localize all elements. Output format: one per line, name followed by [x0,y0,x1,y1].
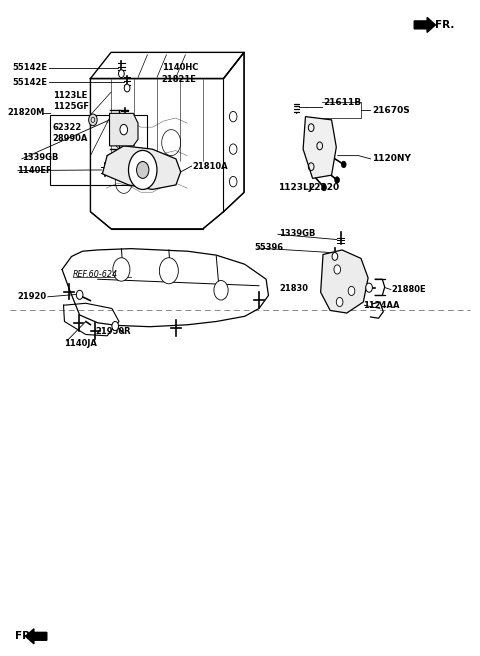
Circle shape [341,161,346,168]
Polygon shape [109,113,138,146]
Text: 55142E: 55142E [13,64,48,72]
Circle shape [335,176,339,183]
Circle shape [112,321,119,331]
Text: FR.: FR. [434,20,454,30]
Bar [50,115,147,185]
Text: 1123LE: 1123LE [53,91,87,100]
Text: 22320: 22320 [308,183,339,192]
Text: 1124AA: 1124AA [363,301,400,310]
Polygon shape [414,18,435,32]
Circle shape [322,184,326,191]
Text: 55396: 55396 [254,243,283,252]
Circle shape [89,114,97,126]
Text: FR.: FR. [14,631,34,642]
Polygon shape [102,146,180,190]
Circle shape [332,253,338,260]
Polygon shape [303,117,336,178]
Circle shape [76,290,83,299]
Polygon shape [321,250,368,313]
Text: 21611B: 21611B [323,98,361,107]
Polygon shape [25,629,47,644]
Text: 21810A: 21810A [192,161,228,171]
Circle shape [366,283,372,292]
Text: 1339GB: 1339GB [279,229,315,238]
Text: REF.60-624: REF.60-624 [73,270,118,279]
Circle shape [137,161,149,178]
Text: 21670S: 21670S [372,106,409,115]
Circle shape [119,70,124,77]
Text: 55142E: 55142E [13,78,48,87]
Text: 21880E: 21880E [392,285,426,294]
Text: 1140JA: 1140JA [64,339,97,348]
Text: 21820M: 21820M [8,108,45,117]
Circle shape [336,297,343,306]
Circle shape [348,287,355,295]
Text: 1339GB: 1339GB [22,153,58,162]
Text: 62322: 62322 [53,123,82,132]
Circle shape [120,125,128,135]
Circle shape [113,258,130,281]
Text: 21830: 21830 [279,285,308,293]
Text: 28990A: 28990A [53,134,88,142]
Text: 1140EF: 1140EF [17,166,52,175]
Circle shape [159,258,179,284]
Text: 1123LJ: 1123LJ [278,183,312,192]
Circle shape [129,150,157,190]
Text: 1140HC: 1140HC [162,64,198,72]
Text: 1120NY: 1120NY [372,154,411,163]
Text: 21821E: 21821E [162,75,197,84]
Text: 1125GF: 1125GF [53,102,89,112]
Circle shape [214,281,228,300]
Text: 21950R: 21950R [96,327,131,337]
Circle shape [124,84,130,92]
Circle shape [334,265,341,274]
Text: 21920: 21920 [17,292,46,300]
